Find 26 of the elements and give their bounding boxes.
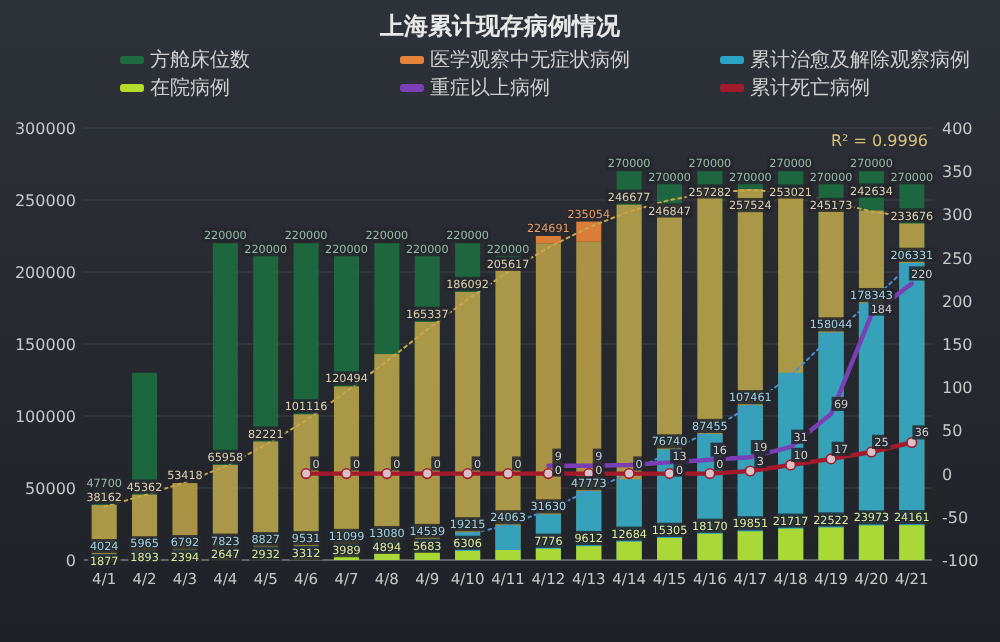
y2-tick-label: 400 — [942, 120, 973, 138]
legend-label: 在院病例 — [150, 76, 230, 100]
y-tick-label: 250000 — [14, 192, 76, 210]
y2-tick-label: 0 — [942, 465, 953, 484]
legend-label: 医学观察中无症状病例 — [430, 48, 630, 72]
legend-label: 累计治愈及解除观察病例 — [750, 48, 970, 72]
y2-tick-label: 300 — [942, 206, 973, 225]
legend-label: 方舱床位数 — [150, 48, 250, 72]
legend-label: 重症以上病例 — [430, 76, 550, 100]
y2-tick-label: 350 — [942, 163, 973, 182]
y2-tick-label: 50 — [942, 422, 963, 441]
y-tick-label: 100000 — [14, 408, 76, 426]
y2-tick-label: -100 — [942, 552, 979, 570]
y2-tick-label: -50 — [942, 508, 969, 527]
chart-title: 上海累计现存病例情况 — [378, 12, 622, 40]
legend-label: 累计死亡病例 — [750, 76, 870, 100]
y2-tick-label: 150 — [942, 336, 973, 354]
y-tick-label: 50000 — [25, 480, 76, 498]
y2-tick-label: 100 — [942, 379, 973, 398]
y2-tick-label: 200 — [942, 292, 973, 311]
y2-tick-label: 250 — [942, 249, 973, 268]
y-tick-label: 150000 — [14, 336, 76, 354]
y-tick-label: 200000 — [14, 264, 76, 282]
annotation: R² = 0.9996 — [830, 132, 928, 150]
y-tick-label: 300000 — [14, 120, 76, 138]
y-tick-label: 0 — [65, 552, 76, 570]
